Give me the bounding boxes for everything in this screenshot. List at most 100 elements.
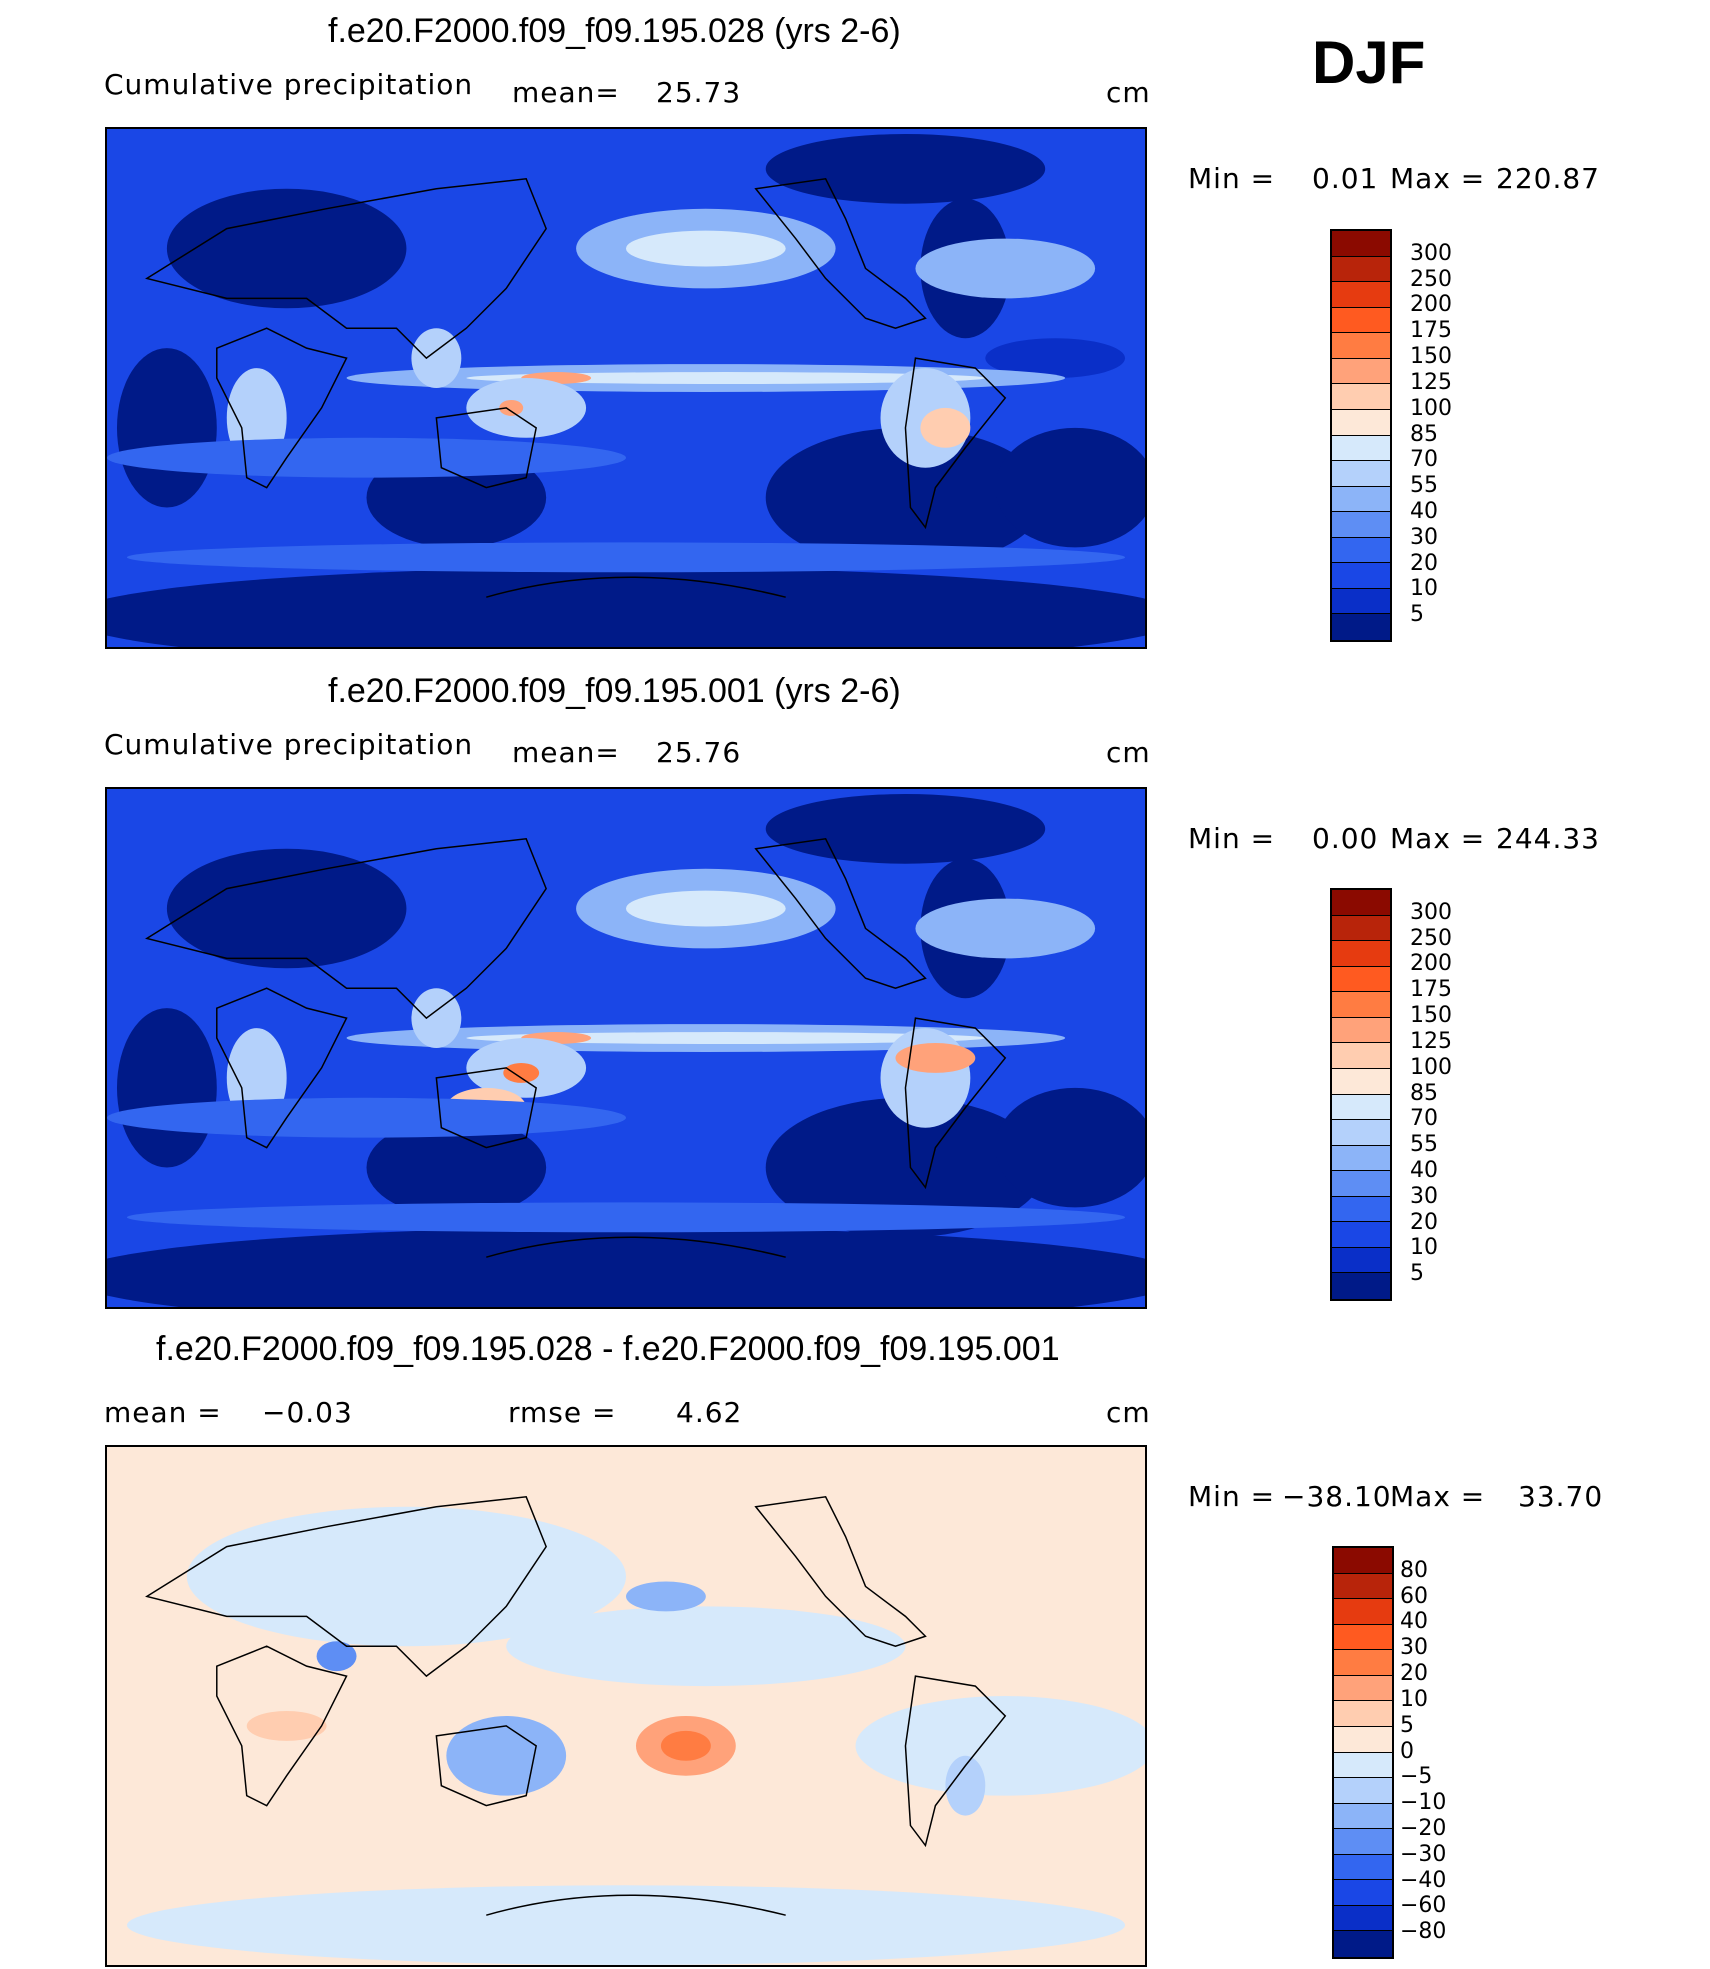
panel2-map-svg bbox=[107, 789, 1145, 1307]
colorbar-swatch bbox=[1332, 1043, 1390, 1069]
panel2-title: f.e20.F2000.f09_f09.195.001 (yrs 2-6) bbox=[328, 672, 901, 710]
colorbar-swatch bbox=[1334, 1880, 1392, 1906]
colorbar-swatch bbox=[1332, 1273, 1390, 1299]
panel2-max-label: Max = bbox=[1390, 822, 1486, 855]
colorbar-swatch bbox=[1332, 1196, 1390, 1223]
colorbar-swatch bbox=[1332, 486, 1390, 513]
panel2-mean-label: mean= bbox=[512, 736, 620, 769]
colorbar-swatch bbox=[1334, 1675, 1392, 1702]
colorbar-tick-label: −20 bbox=[1400, 1815, 1447, 1841]
colorbar-tick-label: 250 bbox=[1410, 266, 1452, 292]
colorbar-swatch bbox=[1334, 1905, 1392, 1932]
colorbar-swatch bbox=[1332, 890, 1390, 916]
colorbar-tick-label: 20 bbox=[1410, 1209, 1438, 1235]
panel3-map bbox=[105, 1445, 1147, 1967]
colorbar-swatch bbox=[1332, 941, 1390, 967]
panel2-units: cm bbox=[1106, 736, 1151, 769]
colorbar-swatch bbox=[1332, 563, 1390, 589]
colorbar-tick-label: 30 bbox=[1410, 1183, 1438, 1209]
panel2-colorbar bbox=[1330, 888, 1392, 1301]
colorbar-swatch bbox=[1332, 1222, 1390, 1248]
colorbar-swatch bbox=[1332, 1094, 1390, 1121]
panel3-colorbar-ticks: 80 60 40 30 20 10 5 0 −5 −10 −20 −30 −40 −60 −80 bbox=[1400, 1546, 1490, 1959]
colorbar-tick-label: 55 bbox=[1410, 473, 1438, 499]
panel1-subtitle: Cumulative precipitation bbox=[104, 68, 474, 101]
colorbar-tick-label: 10 bbox=[1410, 576, 1438, 602]
colorbar-tick-label: 40 bbox=[1410, 1157, 1438, 1183]
colorbar-swatch bbox=[1332, 231, 1390, 257]
panel1-colorbar bbox=[1330, 229, 1392, 642]
colorbar-swatch bbox=[1334, 1854, 1392, 1881]
colorbar-swatch bbox=[1332, 1120, 1390, 1146]
panel1-max-value: 220.87 bbox=[1496, 162, 1600, 195]
colorbar-tick-label: 150 bbox=[1410, 1003, 1452, 1029]
colorbar-tick-label: 300 bbox=[1410, 899, 1452, 925]
colorbar-tick-label: 5 bbox=[1410, 1261, 1424, 1287]
colorbar-swatch bbox=[1334, 1778, 1392, 1804]
colorbar-swatch bbox=[1332, 256, 1390, 283]
colorbar-swatch bbox=[1334, 1650, 1392, 1676]
colorbar-swatch bbox=[1334, 1829, 1392, 1855]
colorbar-swatch bbox=[1332, 1145, 1390, 1172]
colorbar-swatch bbox=[1332, 588, 1390, 615]
colorbar-swatch bbox=[1332, 435, 1390, 462]
colorbar-tick-label: 55 bbox=[1410, 1132, 1438, 1158]
colorbar-tick-label: 20 bbox=[1400, 1661, 1428, 1687]
panel1-colorbar-ticks: 300 250 200 175 150 125 100 85 70 55 40 30 20 10 5 bbox=[1410, 229, 1490, 642]
panel3-units: cm bbox=[1106, 1396, 1151, 1429]
colorbar-tick-label: 30 bbox=[1410, 524, 1438, 550]
panel3-rmse-label: rmse = bbox=[508, 1396, 617, 1429]
colorbar-swatch bbox=[1334, 1548, 1392, 1574]
panel1-min-value: 0.01 bbox=[1312, 162, 1379, 195]
colorbar-swatch bbox=[1332, 966, 1390, 993]
colorbar-swatch bbox=[1332, 358, 1390, 385]
colorbar-tick-label: 80 bbox=[1400, 1557, 1428, 1583]
panel1-mean-label: mean= bbox=[512, 76, 620, 109]
panel3-colorbar bbox=[1332, 1546, 1394, 1959]
colorbar-swatch bbox=[1334, 1803, 1392, 1830]
colorbar-swatch bbox=[1332, 1247, 1390, 1274]
colorbar-swatch bbox=[1332, 384, 1390, 410]
colorbar-swatch bbox=[1334, 1752, 1392, 1779]
colorbar-tick-label: −5 bbox=[1400, 1764, 1433, 1790]
colorbar-tick-label: 30 bbox=[1400, 1635, 1428, 1661]
panel1-max-label: Max = bbox=[1390, 162, 1486, 195]
panel1-title: f.e20.F2000.f09_f09.195.028 (yrs 2-6) bbox=[328, 12, 901, 50]
colorbar-swatch bbox=[1332, 282, 1390, 308]
colorbar-tick-label: 175 bbox=[1410, 318, 1452, 344]
colorbar-swatch bbox=[1332, 512, 1390, 538]
colorbar-tick-label: 70 bbox=[1410, 447, 1438, 473]
colorbar-tick-label: 40 bbox=[1400, 1609, 1428, 1635]
colorbar-swatch bbox=[1332, 307, 1390, 334]
colorbar-tick-label: 300 bbox=[1410, 240, 1452, 266]
colorbar-swatch bbox=[1332, 1017, 1390, 1044]
colorbar-swatch bbox=[1334, 1624, 1392, 1651]
colorbar-tick-label: −40 bbox=[1400, 1867, 1447, 1893]
panel2-map bbox=[105, 787, 1147, 1309]
panel3-min-value: −38.10 bbox=[1282, 1480, 1392, 1513]
colorbar-tick-label: 175 bbox=[1410, 977, 1452, 1003]
panel2-subtitle: Cumulative precipitation bbox=[104, 728, 474, 761]
colorbar-tick-label: 200 bbox=[1410, 292, 1452, 318]
panel2-mean-value: 25.76 bbox=[656, 736, 742, 769]
colorbar-tick-label: 20 bbox=[1410, 550, 1438, 576]
panel3-min-label: Min = bbox=[1188, 1480, 1276, 1513]
colorbar-tick-label: 125 bbox=[1410, 1028, 1452, 1054]
panel2-min-value: 0.00 bbox=[1312, 822, 1379, 855]
panel3-max-label: Max = bbox=[1390, 1480, 1486, 1513]
colorbar-swatch bbox=[1332, 915, 1390, 942]
colorbar-tick-label: −60 bbox=[1400, 1893, 1447, 1919]
colorbar-tick-label: 0 bbox=[1400, 1738, 1414, 1764]
colorbar-tick-label: 200 bbox=[1410, 951, 1452, 977]
colorbar-tick-label: −80 bbox=[1400, 1919, 1447, 1945]
panel3-mean-label: mean = bbox=[104, 1396, 222, 1429]
panel3-mean-value: −0.03 bbox=[262, 1396, 353, 1429]
colorbar-swatch bbox=[1332, 461, 1390, 487]
panel2-max-value: 244.33 bbox=[1496, 822, 1600, 855]
panel3-map-svg bbox=[107, 1447, 1145, 1965]
colorbar-tick-label: 125 bbox=[1410, 369, 1452, 395]
colorbar-swatch bbox=[1334, 1701, 1392, 1727]
colorbar-swatch bbox=[1332, 333, 1390, 359]
colorbar-tick-label: 100 bbox=[1410, 395, 1452, 421]
colorbar-tick-label: 10 bbox=[1410, 1235, 1438, 1261]
